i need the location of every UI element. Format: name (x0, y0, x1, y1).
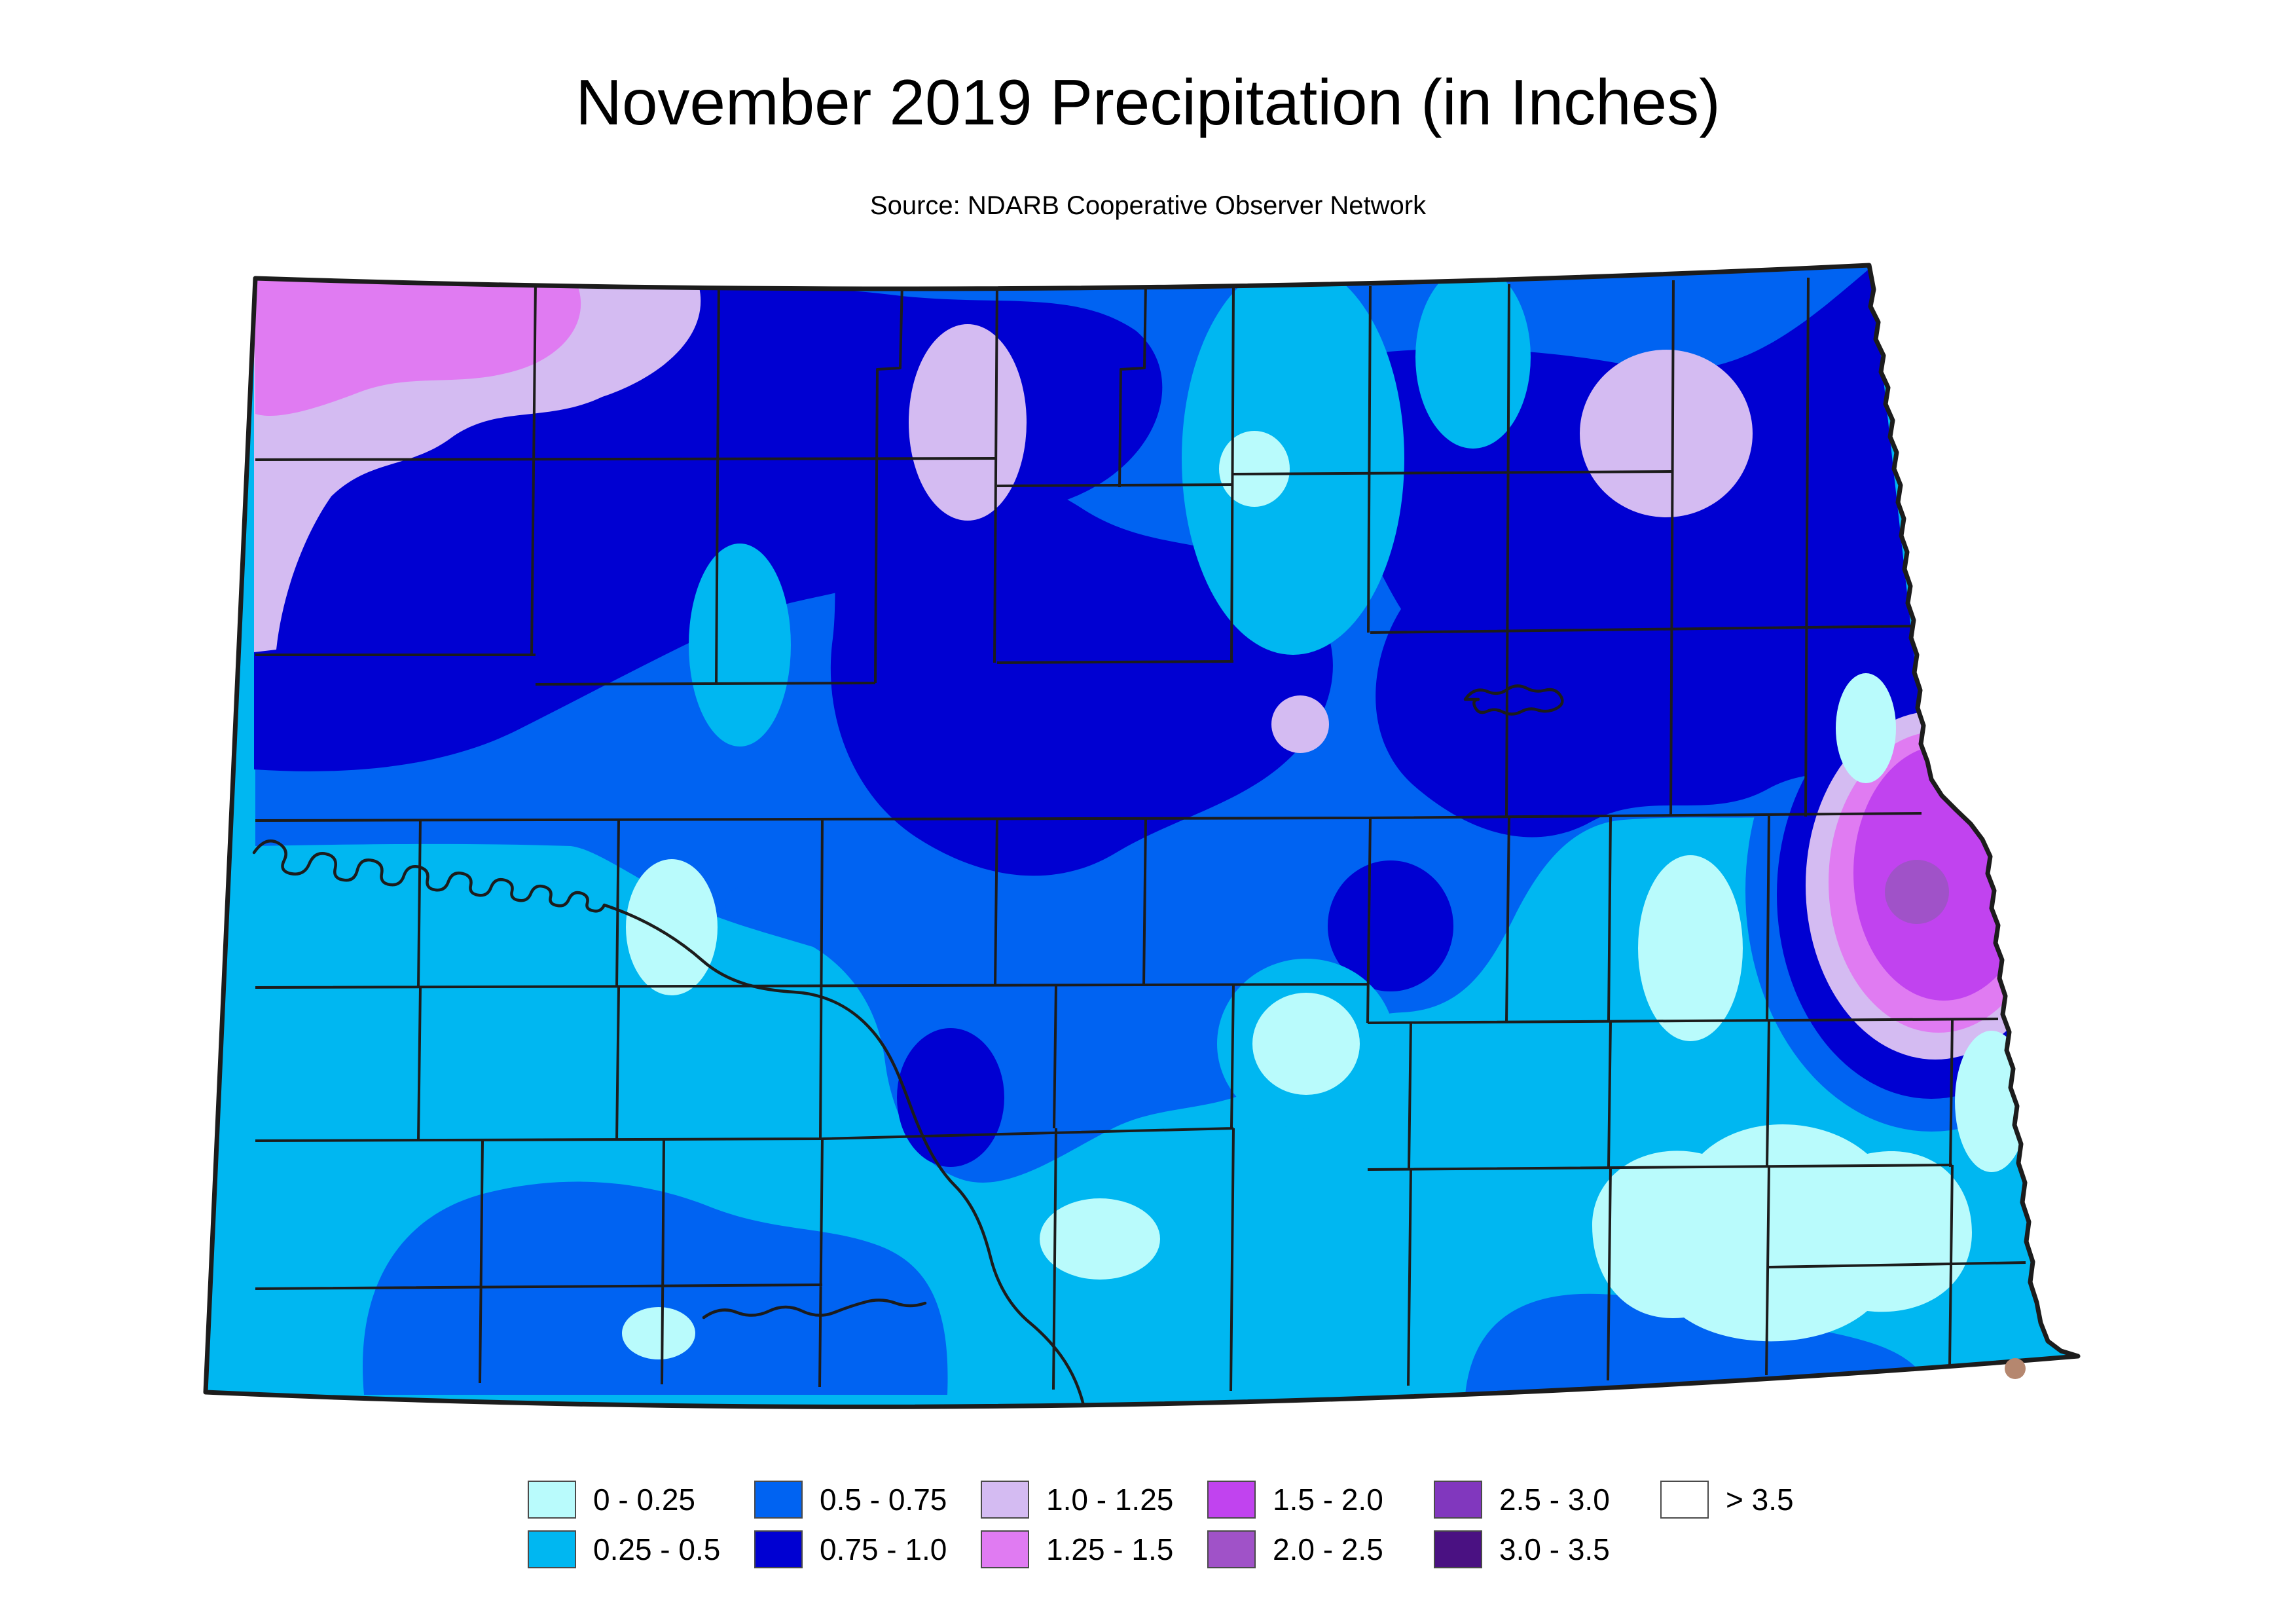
precip-contours (206, 265, 2078, 1407)
legend-item: 1.5 - 2.0 (1207, 1475, 1434, 1524)
lake-sakakawea-missouri-river (252, 840, 1089, 1407)
legend-label: 0 - 0.25 (593, 1483, 695, 1517)
legend-swatch (754, 1481, 803, 1519)
legend-label: 1.25 - 1.5 (1046, 1532, 1174, 1566)
legend-item: 0.25 - 0.5 (528, 1524, 754, 1574)
legend-swatch (528, 1530, 576, 1568)
legend-item: 0.5 - 0.75 (754, 1475, 981, 1524)
legend-swatch (528, 1481, 576, 1519)
legend-swatch (981, 1530, 1029, 1568)
legend-label: 1.0 - 1.25 (1046, 1483, 1174, 1517)
legend-item: 1.25 - 1.5 (981, 1524, 1207, 1574)
legend-swatch (754, 1530, 803, 1568)
cannonball-river (702, 1299, 927, 1320)
county-borders (255, 277, 2026, 1392)
legend-label: 2.5 - 3.0 (1499, 1483, 1610, 1517)
legend-item: 3.0 - 3.5 (1434, 1524, 1660, 1574)
legend-label: 3.0 - 3.5 (1499, 1532, 1610, 1566)
state-outline (203, 263, 2081, 1409)
lakes-and-rivers (252, 684, 1564, 1407)
legend-label: 0.5 - 0.75 (820, 1483, 947, 1517)
legend-label: 0.75 - 1.0 (820, 1532, 947, 1566)
page-title: November 2019 Precipitation (in Inches) (575, 66, 1721, 138)
legend-swatch (981, 1481, 1029, 1519)
legend-swatch (1660, 1481, 1709, 1519)
devils-lake (1463, 684, 1564, 716)
legend-item: 0 - 0.25 (528, 1475, 754, 1524)
map-artifact-dot (2005, 1358, 2026, 1379)
legend-item: 2.5 - 3.0 (1434, 1475, 1660, 1524)
legend-label: 2.0 - 2.5 (1273, 1532, 1383, 1566)
legend-label: 1.5 - 2.0 (1273, 1483, 1383, 1517)
legend-item: 1.0 - 1.25 (981, 1475, 1207, 1524)
legend-label: 0.25 - 0.5 (593, 1532, 721, 1566)
legend-item: > 3.5 (1660, 1475, 1887, 1524)
legend-swatch (1207, 1530, 1256, 1568)
legend-swatch (1434, 1530, 1482, 1568)
source-caption: Source: NDARB Cooperative Observer Netwo… (869, 191, 1427, 220)
legend-swatch (1207, 1481, 1256, 1519)
legend-item: 0.75 - 1.0 (754, 1524, 981, 1574)
legend-item: 2.0 - 2.5 (1207, 1524, 1434, 1574)
legend: 0 - 0.25 0.25 - 0.5 0.5 - 0.75 0.75 - 1.… (528, 1475, 1887, 1574)
legend-swatch (1434, 1481, 1482, 1519)
legend-label: > 3.5 (1726, 1483, 1794, 1517)
